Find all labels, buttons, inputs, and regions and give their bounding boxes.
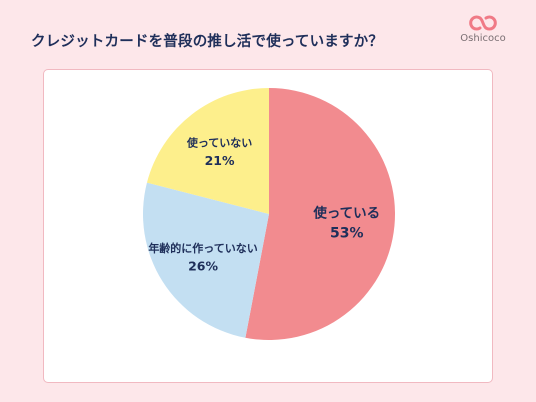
pie-chart: 使っている 53% 年齢的に作っていない 26% 使っていない 21% bbox=[143, 88, 395, 340]
slice-value-2: 26% bbox=[188, 258, 218, 273]
slice-label-3: 使っていない bbox=[186, 135, 252, 149]
slice-value-3: 21% bbox=[205, 153, 235, 168]
pie-slice-1 bbox=[245, 88, 395, 340]
oshicoco-logo: Oshicoco bbox=[455, 14, 511, 54]
slice-label-1: 使っている bbox=[312, 204, 380, 221]
chart-card: 使っている 53% 年齢的に作っていない 26% 使っていない 21% bbox=[43, 69, 493, 383]
pie-slice-3 bbox=[146, 88, 269, 214]
chart-title: クレジットカードを普段の推し活で使っていますか？ bbox=[31, 34, 384, 50]
logo-text: Oshicoco bbox=[460, 33, 506, 44]
oshicoco-logo-icon bbox=[469, 15, 497, 31]
slice-label-2: 年齢的に作っていない bbox=[148, 241, 257, 255]
slice-value-1: 53% bbox=[330, 225, 364, 241]
pie-slice-2 bbox=[143, 182, 269, 338]
